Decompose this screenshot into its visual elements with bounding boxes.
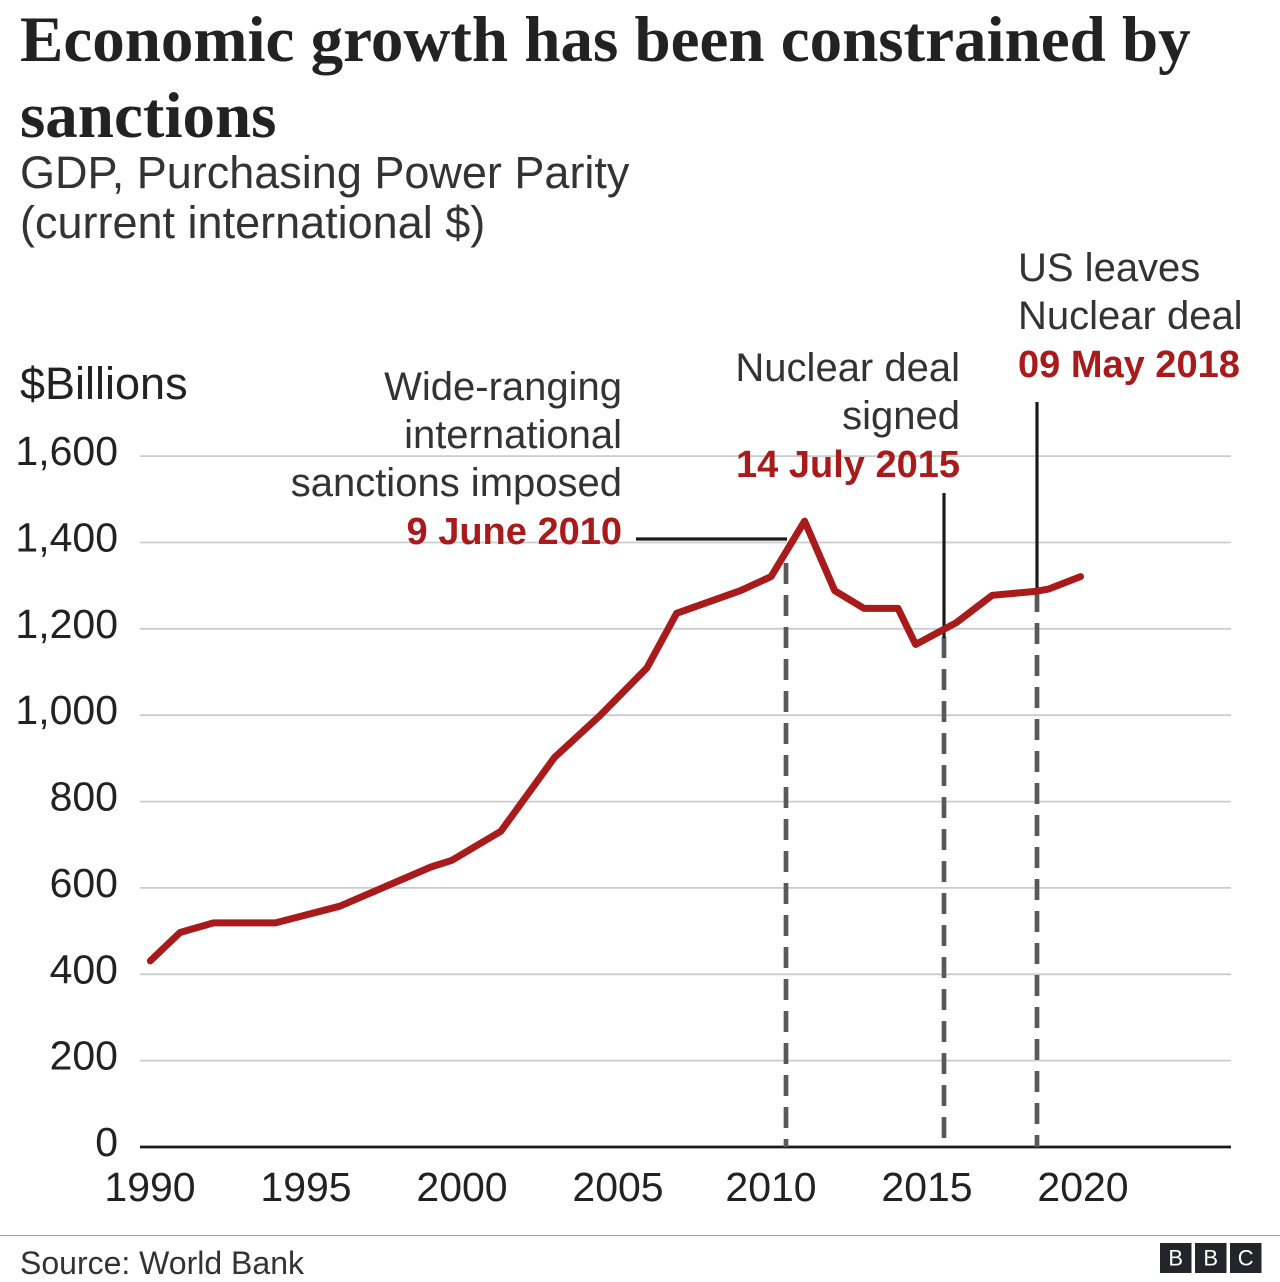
svg-text:2010: 2010 [725, 1164, 816, 1210]
svg-text:400: 400 [50, 946, 118, 992]
svg-text:1,000: 1,000 [15, 687, 118, 733]
svg-text:200: 200 [50, 1033, 118, 1079]
svg-text:C: C [1238, 1246, 1254, 1271]
svg-text:B: B [1203, 1246, 1218, 1271]
svg-text:1,200: 1,200 [15, 601, 118, 647]
svg-text:2015: 2015 [881, 1164, 972, 1210]
svg-text:600: 600 [50, 860, 118, 906]
svg-text:800: 800 [50, 774, 118, 820]
svg-text:2020: 2020 [1037, 1164, 1128, 1210]
svg-text:B: B [1168, 1246, 1183, 1271]
svg-text:1995: 1995 [260, 1164, 351, 1210]
svg-text:1990: 1990 [104, 1164, 195, 1210]
svg-text:0: 0 [95, 1119, 118, 1165]
svg-text:2000: 2000 [416, 1164, 507, 1210]
svg-text:2005: 2005 [572, 1164, 663, 1210]
